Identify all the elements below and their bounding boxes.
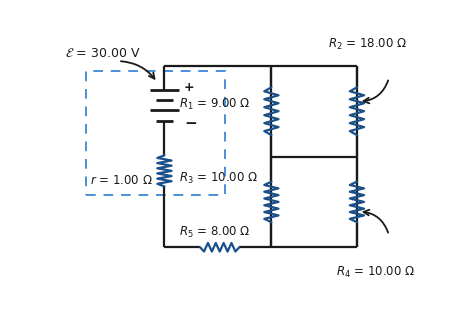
Text: $R_2$ = 18.00 Ω: $R_2$ = 18.00 Ω <box>328 37 407 52</box>
Text: −: − <box>184 116 196 131</box>
Bar <box>86 71 224 195</box>
Text: $R_1$ = 9.00 Ω: $R_1$ = 9.00 Ω <box>178 96 250 112</box>
Text: $R_3$ = 10.00 Ω: $R_3$ = 10.00 Ω <box>178 170 257 186</box>
Text: $r$ = 1.00 Ω: $r$ = 1.00 Ω <box>90 174 152 187</box>
Text: $R_5$ = 8.00 Ω: $R_5$ = 8.00 Ω <box>178 225 250 241</box>
Text: +: + <box>184 81 194 94</box>
Text: $R_4$ = 10.00 Ω: $R_4$ = 10.00 Ω <box>335 265 414 280</box>
Text: $\mathcal{E}$ = 30.00 V: $\mathcal{E}$ = 30.00 V <box>64 47 140 60</box>
